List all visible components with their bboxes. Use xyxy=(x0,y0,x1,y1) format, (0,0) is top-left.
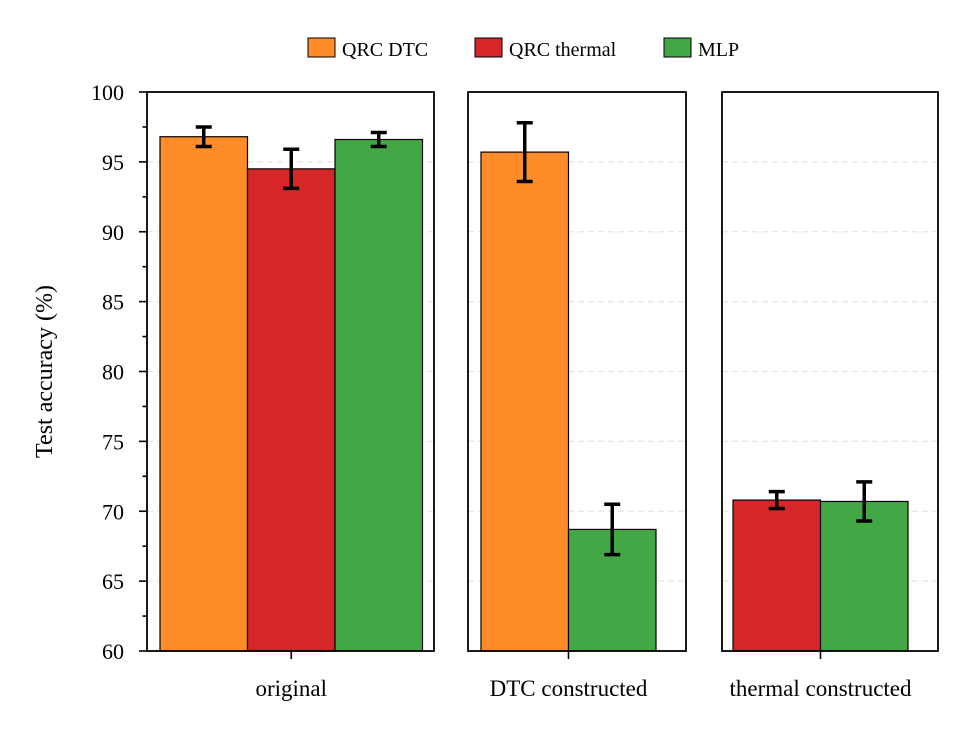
legend-label-2: QRC thermal xyxy=(509,39,617,61)
panel-frame-3 xyxy=(721,91,939,652)
bar-1-2 xyxy=(246,168,336,652)
legend-label-3: MLP xyxy=(698,39,739,61)
legend-swatch-3 xyxy=(663,37,692,58)
bar-3-1 xyxy=(732,499,822,652)
legend-swatch-2 xyxy=(474,37,503,58)
legend-label-1: QRC DTC xyxy=(342,39,428,61)
y-tick-label: 70 xyxy=(102,499,124,524)
bar-1-3 xyxy=(334,138,424,652)
y-axis-title: Test accuracy (%) xyxy=(32,285,58,458)
x-category-label-1: original xyxy=(255,676,327,701)
bar-2-1 xyxy=(480,151,570,652)
panel-frame-2 xyxy=(467,91,687,652)
x-category-label-2: DTC constructed xyxy=(490,676,648,701)
y-tick-label: 85 xyxy=(102,290,124,315)
bar-1-1 xyxy=(159,136,249,652)
y-tick-label: 100 xyxy=(91,80,124,105)
y-tick-label: 75 xyxy=(102,429,124,454)
bar-3-2 xyxy=(819,500,909,652)
y-tick-label: 95 xyxy=(102,150,124,175)
y-tick-label: 60 xyxy=(102,639,124,664)
x-category-label-3: thermal constructed xyxy=(729,676,912,701)
y-tick-label: 80 xyxy=(102,360,124,385)
y-tick-label: 90 xyxy=(102,220,124,245)
legend-swatch-1 xyxy=(307,37,336,58)
y-tick-label: 65 xyxy=(102,569,124,594)
